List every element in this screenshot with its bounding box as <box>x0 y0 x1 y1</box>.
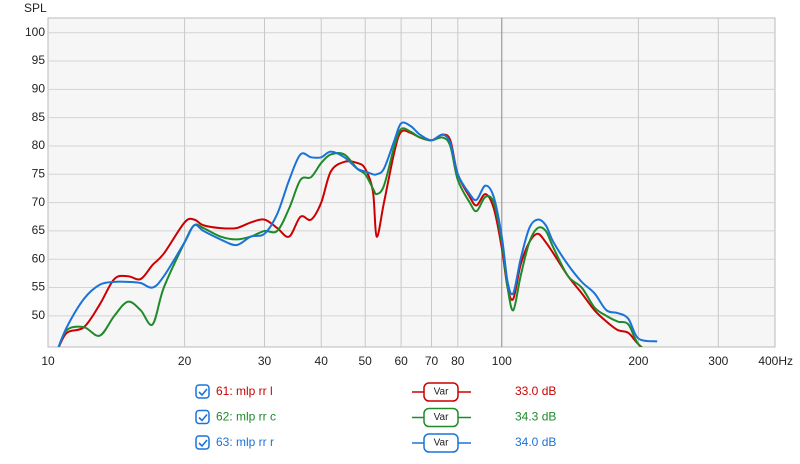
series-line <box>57 129 643 347</box>
var-button-label: Var <box>434 412 449 423</box>
legend-level: 33.0 dB <box>515 384 556 398</box>
legend-level: 34.3 dB <box>515 410 556 424</box>
series-line <box>57 121 658 347</box>
x-tick-label: 60 <box>394 354 408 368</box>
legend-label: 61: mlp rr l <box>216 384 273 398</box>
x-tick-label: 100 <box>492 354 512 368</box>
y-tick-label: 90 <box>32 82 46 96</box>
legend-level: 34.0 dB <box>515 435 556 449</box>
y-tick-label: 75 <box>32 166 46 180</box>
legend-checkbox[interactable] <box>195 435 210 450</box>
y-tick-label: 95 <box>32 53 46 67</box>
var-button[interactable] <box>423 382 459 402</box>
x-tick-label: 200 <box>628 354 648 368</box>
y-tick-label: 100 <box>25 25 45 39</box>
x-tick-label: 80 <box>451 354 465 368</box>
var-button-label: Var <box>434 438 449 449</box>
var-button-label: Var <box>434 387 449 398</box>
x-tick-label: 70 <box>425 354 439 368</box>
x-tick-label: 20 <box>178 354 192 368</box>
y-tick-label: 60 <box>32 251 46 265</box>
var-button[interactable] <box>423 407 459 428</box>
x-tick-label: 10 <box>41 354 55 368</box>
legend-label: 62: mlp rr c <box>216 410 276 424</box>
x-tick-label: 30 <box>258 354 272 368</box>
y-axis-label: SPL <box>24 1 47 15</box>
x-tick-label: 300 <box>708 354 728 368</box>
y-tick-label: 50 <box>32 308 46 322</box>
checkmark <box>198 413 208 422</box>
checkmark <box>198 439 208 448</box>
legend-label: 63: mlp rr r <box>216 435 274 449</box>
x-tick-label: 400Hz <box>758 354 793 368</box>
var-button[interactable] <box>423 433 459 453</box>
x-tick-label: 40 <box>315 354 329 368</box>
y-tick-label: 65 <box>32 223 46 237</box>
y-tick-label: 55 <box>32 280 46 294</box>
legend-checkbox[interactable] <box>195 409 210 425</box>
plot-area <box>47 17 776 348</box>
y-tick-label: 80 <box>32 138 46 152</box>
x-tick-label: 50 <box>359 354 373 368</box>
legend-checkbox[interactable] <box>195 384 210 399</box>
y-tick-label: 85 <box>32 110 46 124</box>
checkmark <box>198 388 208 397</box>
y-tick-label: 70 <box>32 195 46 209</box>
